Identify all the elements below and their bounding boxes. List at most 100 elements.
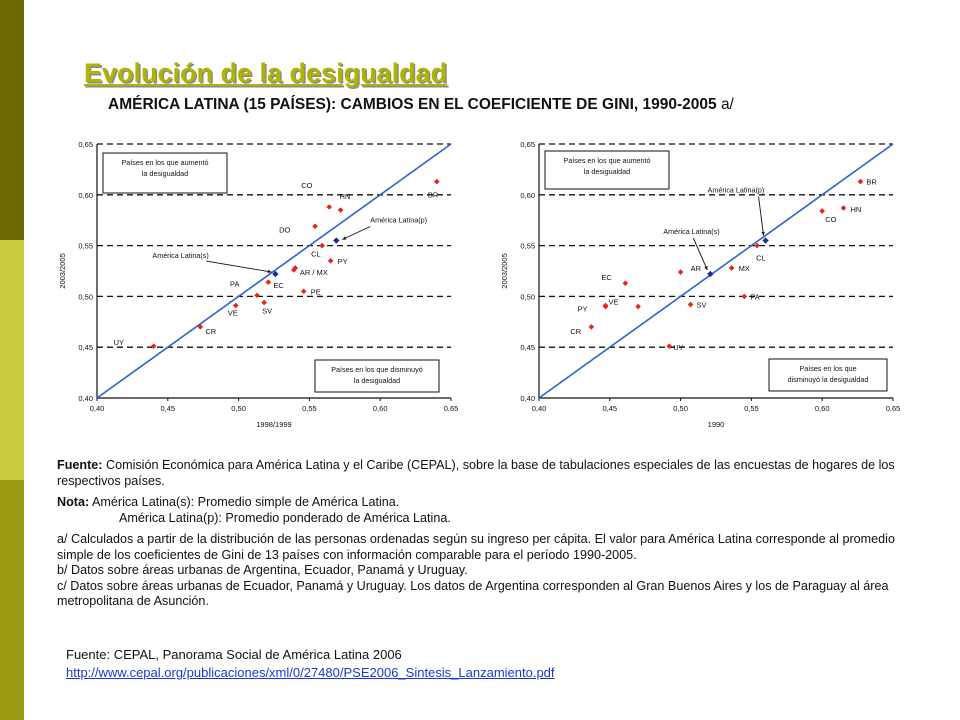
c1998-point-cl — [319, 242, 325, 249]
c1990-point-mx — [728, 265, 735, 271]
c1990-label-ve: VE — [609, 298, 619, 307]
c1990-label-ar: AR — [691, 264, 702, 273]
c1998-point-py — [327, 258, 334, 264]
c1998-x-tick-label: 0,55 — [302, 404, 317, 413]
c1990-x-axis-label: 1990 — [708, 420, 725, 429]
c1998-point-america-latina-p — [333, 237, 340, 244]
c1990-label-hn: HN — [850, 205, 861, 214]
c1990-callout-arrowhead — [761, 231, 765, 236]
c1998-point-do — [312, 223, 318, 230]
c1990-callout-america-latina-s: América Latina(s) — [663, 227, 719, 236]
c1998-label-do: DO — [279, 225, 290, 234]
c1990-increase-box-text: la desigualdad — [584, 167, 630, 176]
notes-source: Fuente: Comisión Económica para América … — [57, 458, 917, 489]
c1990-y-tick-label: 0,55 — [520, 242, 535, 251]
slide-title: Evolución de la desigualdad — [84, 58, 448, 88]
c1990-label-mx: MX — [739, 264, 750, 273]
c1998-y-tick-label: 0,60 — [78, 191, 93, 200]
c1990-increase-box-text: Países en los que aumentó — [563, 156, 650, 165]
c1990-callout-arrow — [692, 237, 708, 271]
c1998-label-pa: PA — [230, 279, 239, 288]
c1998-point-br — [434, 178, 440, 185]
c1998-point-sv — [261, 299, 267, 306]
sidebar-band-bottom — [0, 480, 24, 720]
c1990-point-unlabeled-4 — [635, 303, 641, 310]
notes-nota-label: Nota: — [57, 495, 90, 509]
c1998-callout-america-latina-p: América Latina(p) — [370, 216, 427, 225]
c1990-y-tick-label: 0,60 — [520, 191, 535, 200]
c1990-callout-arrowhead — [704, 266, 708, 271]
c1998-label-py: PY — [338, 257, 348, 266]
c1990-y-tick-label: 0,50 — [520, 292, 535, 301]
c1990-label-cr: CR — [570, 327, 581, 336]
figure-heading: AMÉRICA LATINA (15 PAÍSES): CAMBIOS EN E… — [108, 96, 734, 114]
c1998-increase-box-text: la desigualdad — [142, 169, 188, 178]
c1998-y-tick-label: 0,55 — [78, 242, 93, 251]
notes-note-a: a/ Calculados a partir de la distribució… — [57, 532, 895, 562]
c1998-x-tick-label: 0,65 — [444, 404, 459, 413]
c1990-label-uy: UY — [673, 343, 683, 352]
c1990-label-pa: PA — [750, 292, 759, 301]
c1990-y-tick-label: 0,40 — [520, 394, 535, 403]
footer-source: Fuente: CEPAL, Panorama Social de Améric… — [66, 646, 555, 682]
notes-source-label: Fuente: — [57, 458, 103, 472]
c1998-decrease-box-text: la desigualdad — [354, 376, 400, 385]
c1990-callout-arrow — [758, 196, 765, 236]
sidebar-band-middle — [0, 240, 24, 480]
c1998-y-tick-label: 0,45 — [78, 343, 93, 352]
c1998-point-uy — [150, 343, 157, 349]
c1998-x-tick-label: 0,45 — [160, 404, 175, 413]
c1990-increase-box — [544, 150, 670, 190]
notes-note-b: b/ Datos sobre áreas urbanas de Argentin… — [57, 563, 468, 577]
c1998-y-tick-label: 0,50 — [78, 292, 93, 301]
c1998-callout-arrow — [206, 260, 272, 273]
c1998-callout-arrowhead — [267, 269, 272, 274]
c1998-label-cl: CL — [311, 250, 321, 259]
c1998-increase-box-text: Países en los que aumentó — [121, 158, 208, 167]
c1990-point-br — [857, 178, 864, 185]
sidebar-band-top — [0, 0, 24, 240]
c1990-point-america-latina-p — [762, 237, 769, 244]
c1998-y-tick-label: 0,40 — [78, 394, 93, 403]
c1998-x-tick-label: 0,40 — [90, 404, 105, 413]
c1998-y-axis-label: 2003/2005 — [58, 253, 67, 288]
c1990-equality-line — [538, 143, 894, 399]
footer-source-text: Fuente: CEPAL, Panorama Social de Améric… — [66, 647, 402, 662]
c1998-label-co: CO — [301, 181, 312, 190]
c1998-point-pa — [254, 292, 260, 299]
c1998-callout-america-latina-s: América Latina(s) — [152, 251, 208, 260]
c1998-label-hn: HN — [340, 192, 351, 201]
c1998-point-america-latina-s — [272, 270, 279, 278]
c1998-label-ar-mx: AR / MX — [300, 268, 328, 277]
c1990-y-tick-label: 0,45 — [520, 343, 535, 352]
c1990-point-cl — [754, 242, 760, 249]
c1990-point-ve — [602, 302, 609, 309]
c1998-label-ec: EC — [273, 281, 284, 290]
notes-source-text: Comisión Económica para América Latina y… — [57, 458, 895, 488]
c1990-point-sv — [687, 301, 694, 308]
c1998-point-unlabeled-7 — [292, 265, 299, 271]
c1998-x-tick-label: 0,60 — [373, 404, 388, 413]
c1990-callout-america-latina-p: América Latina(p) — [708, 186, 765, 195]
c1990-y-tick-label: 0,65 — [520, 140, 535, 149]
c1990-decrease-box — [768, 358, 888, 392]
c1990-x-tick-label: 0,45 — [602, 404, 617, 413]
c1998-increase-box — [102, 152, 228, 194]
c1990-point-ar — [677, 269, 684, 275]
c1998-label-cr: CR — [205, 327, 216, 336]
c1990-point-ec — [622, 280, 629, 286]
c1990-x-tick-label: 0,55 — [744, 404, 759, 413]
footer-source-link[interactable]: http://www.cepal.org/publicaciones/xml/0… — [66, 665, 555, 680]
notes-nota-weighted: América Latina(p): Promedio ponderado de… — [119, 510, 451, 525]
c1998-decrease-box-text: Países en los que disminuyó — [331, 365, 423, 374]
c1990-x-tick-label: 0,40 — [532, 404, 547, 413]
c1990-x-tick-label: 0,50 — [673, 404, 688, 413]
c1998-label-pe: PE — [311, 287, 321, 296]
c1998-point-co — [326, 204, 333, 210]
c1990-point-co — [819, 208, 825, 214]
c1998-label-ve: VE — [228, 309, 238, 318]
notes-nota-line1: Nota: América Latina(s): Promedio simple… — [57, 495, 917, 511]
c1998-callout-arrowhead — [342, 236, 347, 240]
c1998-label-uy: UY — [114, 338, 124, 347]
c1990-label-co: CO — [825, 215, 836, 224]
